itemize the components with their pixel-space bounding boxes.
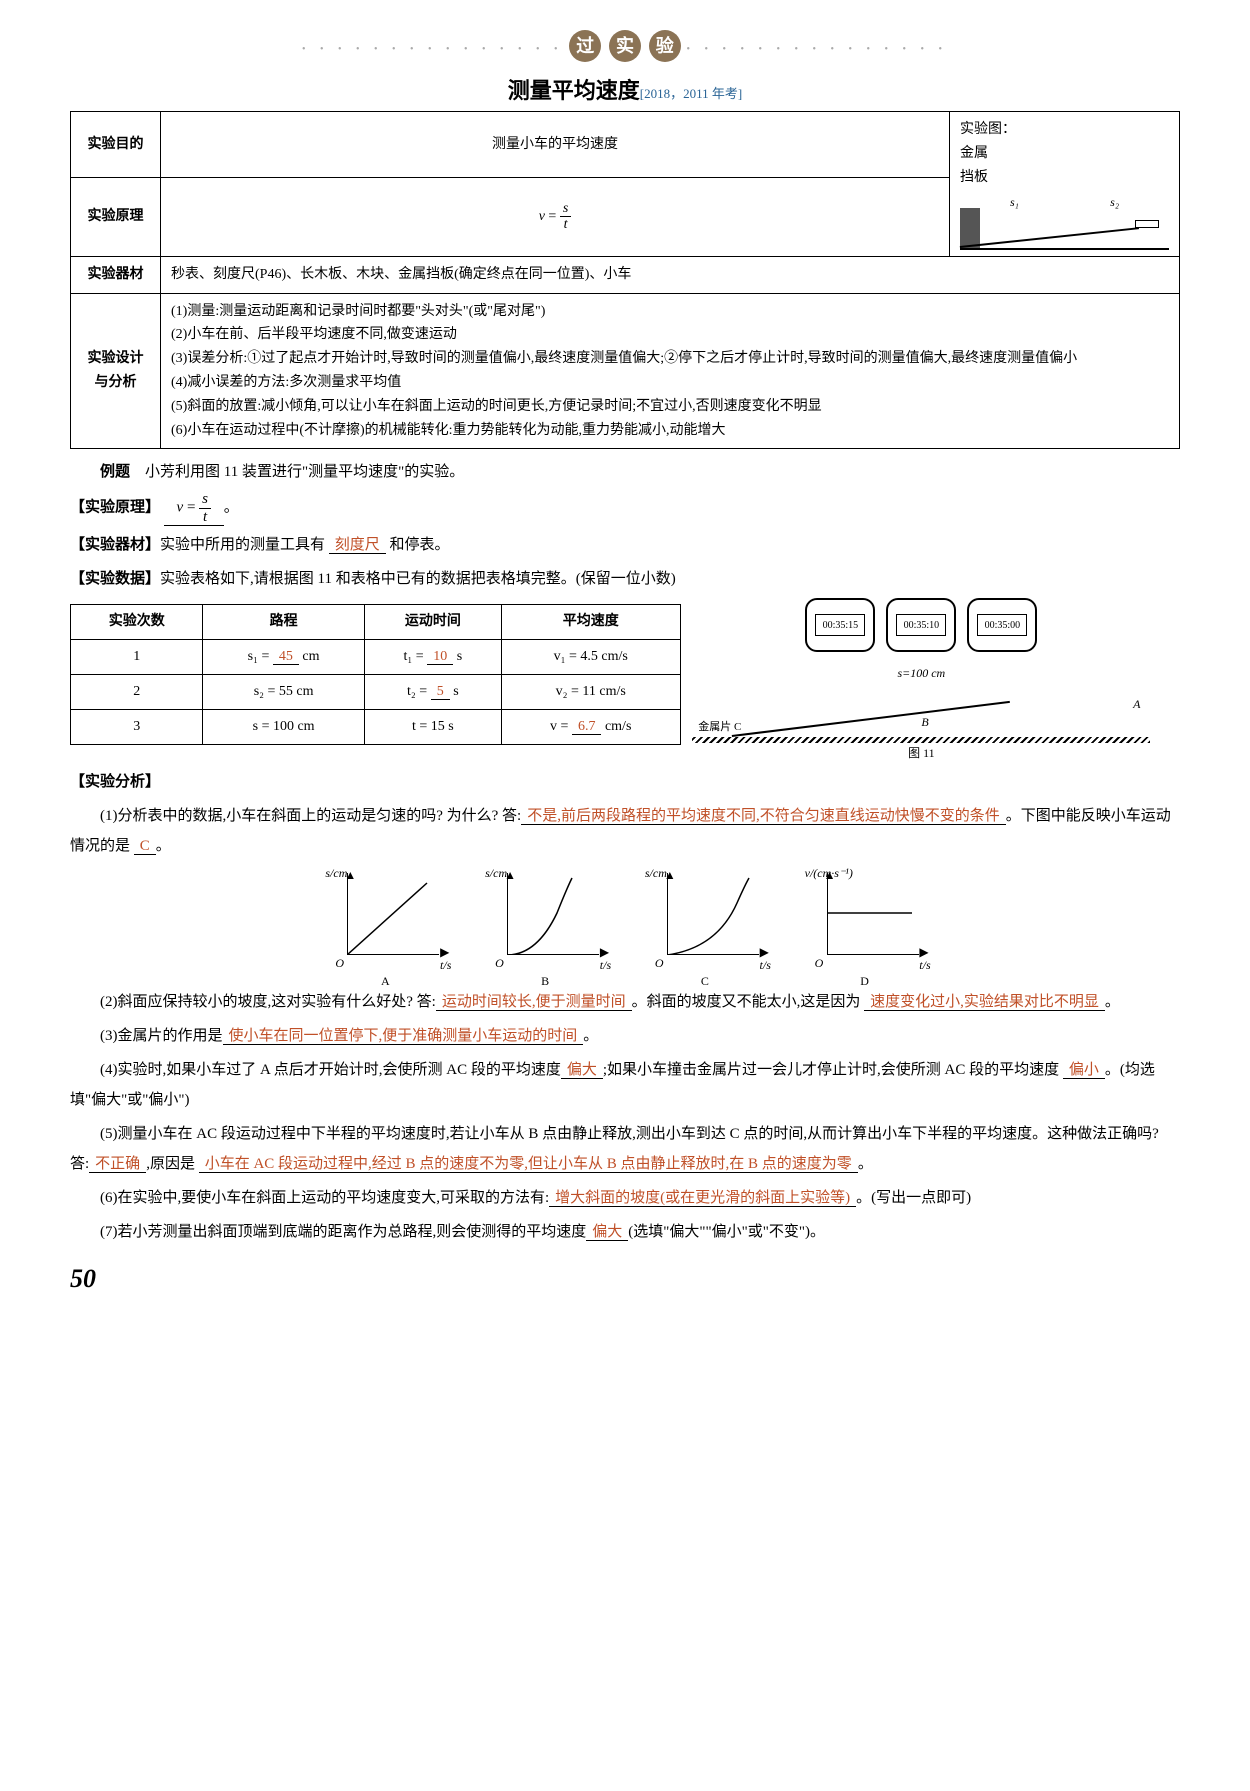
equipment-line: 【实验器材】实验中所用的测量工具有 刻度尺 和停表。	[70, 530, 1180, 560]
principle-line: 【实验原理】 v = st 。	[70, 491, 1180, 526]
figure-caption: 图 11	[692, 743, 1150, 763]
row-label: 实验目的	[71, 112, 161, 177]
analysis-heading: 【实验分析】	[70, 767, 1180, 797]
question-1: (1)分析表中的数据,小车在斜面上的运动是匀速的吗? 为什么? 答:不是,前后两…	[70, 801, 1180, 861]
data-heading: 【实验数据】实验表格如下,请根据图 11 和表格中已有的数据把表格填完整。(保留…	[70, 564, 1180, 594]
cell-purpose: 测量小车的平均速度	[161, 112, 950, 177]
section-header: 过 实 验	[70, 30, 1180, 62]
graph-option-b: s/cm▲ ▶ Ot/s B	[485, 867, 605, 977]
question-7: (7)若小芳测量出斜面顶端到底端的距离作为总路程,则会使测得的平均速度偏大(选填…	[70, 1217, 1180, 1247]
question-4: (4)实验时,如果小车过了 A 点后才开始计时,会使所测 AC 段的平均速度偏大…	[70, 1055, 1180, 1115]
col-header: 运动时间	[364, 605, 501, 640]
cell-principle: v = st	[161, 177, 950, 256]
data-row-wrap: 实验次数 路程 运动时间 平均速度 1 s₁ = 45 cm t₁ = 10 s…	[70, 598, 1180, 763]
figure-cell: 实验图： 金属 挡板 s₁ s₂	[950, 112, 1180, 256]
question-2: (2)斜面应保持较小的坡度,这对实验有什么好处? 答:运动时间较长,便于测量时间…	[70, 987, 1180, 1017]
row-label: 实验器材	[71, 256, 161, 293]
experiment-diagram: s₁ s₂	[960, 190, 1169, 250]
figure-11: 00:35:15 00:35:10 00:35:00 s=100 cm 金属片 …	[684, 598, 1150, 763]
col-header: 平均速度	[501, 605, 680, 640]
row-label: 实验设计与分析	[71, 293, 161, 449]
table-row: 1 s₁ = 45 cm t₁ = 10 s v₁ = 4.5 cm/s	[71, 640, 681, 675]
experiment-summary-table: 实验目的 测量小车的平均速度 实验图： 金属 挡板 s₁ s₂ 实验原理 v =…	[70, 111, 1180, 449]
page-title: 测量平均速度[2018，2011 年考]	[70, 72, 1180, 109]
question-6: (6)在实验中,要使小车在斜面上运动的平均速度变大,可采取的方法有:增大斜面的坡…	[70, 1183, 1180, 1213]
graph-option-d: v/(cm·s⁻¹)▲ ▶ Ot/s D	[805, 867, 925, 977]
question-3: (3)金属片的作用是使小车在同一位置停下,便于准确测量小车运动的时间。	[70, 1021, 1180, 1051]
badge-char: 过	[569, 30, 601, 62]
table-row: 2 s₂ = 55 cm t₂ = 5 s v₂ = 11 cm/s	[71, 674, 681, 709]
row-label: 实验原理	[71, 177, 161, 256]
stopwatch-icon: 00:35:10	[886, 598, 956, 652]
graph-options: s/cm▲ ▶ Ot/s A s/cm▲ ▶ Ot/s B s/cm▲ ▶ Ot…	[70, 867, 1180, 977]
graph-option-c: s/cm▲ ▶ Ot/s C	[645, 867, 765, 977]
graph-option-a: s/cm▲ ▶ Ot/s A	[325, 867, 445, 977]
cell-design: (1)测量:测量运动距离和记录时间时都要"头对头"(或"尾对尾") (2)小车在…	[161, 293, 1180, 449]
question-5: (5)测量小车在 AC 段运动过程中下半程的平均速度时,若让小车从 B 点由静止…	[70, 1119, 1180, 1179]
col-header: 实验次数	[71, 605, 203, 640]
page-number: 50	[70, 1257, 1180, 1301]
incline-diagram: s=100 cm 金属片 C B A	[692, 663, 1150, 743]
data-table: 实验次数 路程 运动时间 平均速度 1 s₁ = 45 cm t₁ = 10 s…	[70, 604, 681, 744]
example-text: 例题 小芳利用图 11 装置进行"测量平均速度"的实验。	[70, 457, 1180, 487]
stopwatch-icon: 00:35:00	[967, 598, 1037, 652]
table-row: 3 s = 100 cm t = 15 s v = 6.7 cm/s	[71, 709, 681, 744]
col-header: 路程	[203, 605, 364, 640]
cell-equipment: 秒表、刻度尺(P46)、长木板、木块、金属挡板(确定终点在同一位置)、小车	[161, 256, 1180, 293]
stopwatch-icon: 00:35:15	[805, 598, 875, 652]
badge-char: 验	[649, 30, 681, 62]
badge-char: 实	[609, 30, 641, 62]
